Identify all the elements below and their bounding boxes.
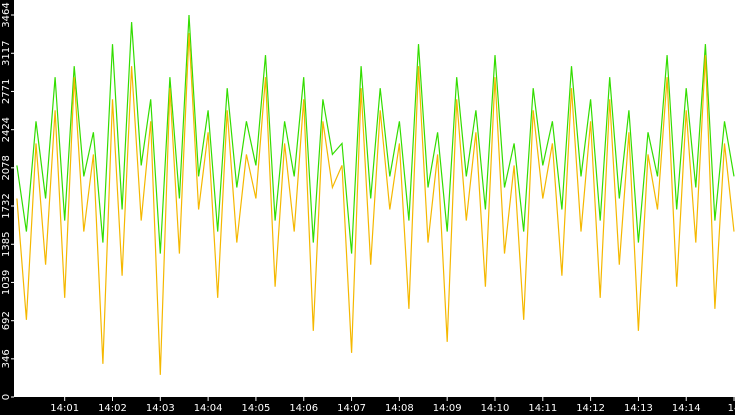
y-tick-label: 1039	[1, 270, 12, 295]
x-tick-label: 14:01	[50, 403, 79, 414]
x-tick-label: 14:13	[624, 403, 653, 414]
series-line	[16, 14, 735, 254]
x-tick-label: 14:02	[98, 403, 127, 414]
y-axis-band	[0, 0, 14, 415]
x-axis-band	[0, 397, 735, 415]
x-tick-label: 14:08	[385, 403, 414, 414]
x-tick-label: 14:06	[289, 403, 318, 414]
y-tick-label: 346	[1, 349, 12, 368]
x-tick-label: 14:07	[337, 403, 366, 414]
x-tick-label: 14:12	[576, 403, 605, 414]
x-tick-label: 14:03	[146, 403, 175, 414]
x-tick-label: 14:09	[433, 403, 462, 414]
y-tick-label: 2078	[1, 155, 12, 180]
x-tick-label: 14:11	[528, 403, 557, 414]
y-tick-label: 0	[1, 394, 12, 400]
y-tick-label: 2424	[1, 117, 12, 142]
series-line	[16, 33, 735, 375]
y-tick-label: 1732	[1, 193, 12, 218]
x-tick-label: 14:14	[672, 403, 701, 414]
y-tick-label: 2771	[1, 79, 12, 104]
y-tick-label: 3117	[1, 41, 12, 66]
x-tick-label: 14	[728, 403, 735, 414]
y-tick-label: 1385	[1, 232, 12, 257]
y-tick-label: 3464	[1, 2, 12, 27]
y-tick-label: 692	[1, 311, 12, 330]
x-tick-label: 14:04	[194, 403, 223, 414]
x-tick-label: 14:05	[242, 403, 271, 414]
x-tick-label: 14:10	[481, 403, 510, 414]
